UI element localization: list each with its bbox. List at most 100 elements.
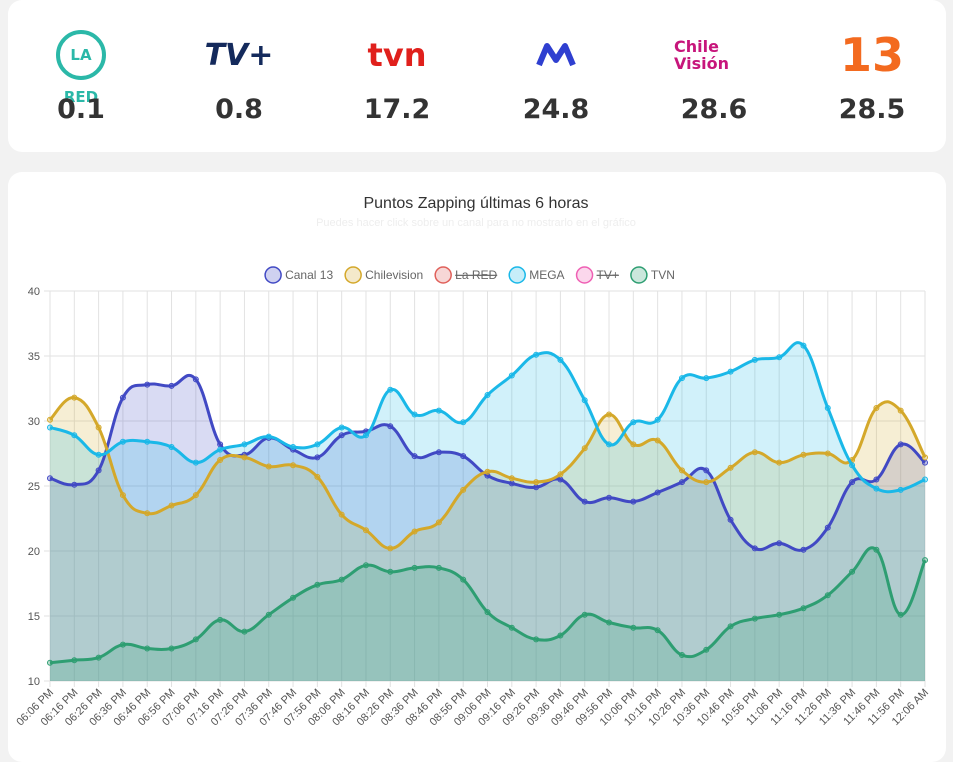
point <box>581 611 588 618</box>
point <box>557 356 564 363</box>
legend-label[interactable]: MEGA <box>529 268 564 282</box>
point <box>290 462 297 469</box>
point <box>265 463 272 470</box>
point <box>581 397 588 404</box>
point <box>241 454 248 461</box>
point <box>387 386 394 393</box>
legend-label[interactable]: TVN <box>651 268 675 282</box>
y-tick-label: 20 <box>28 546 40 558</box>
point <box>533 479 540 486</box>
point <box>922 454 928 461</box>
legend-swatch[interactable] <box>575 266 594 284</box>
point <box>217 446 224 453</box>
series-line <box>49 373 927 552</box>
point <box>338 424 345 431</box>
point <box>824 450 831 457</box>
point <box>849 568 856 575</box>
point <box>362 527 369 534</box>
point <box>630 441 637 448</box>
legend-swatch[interactable] <box>344 266 362 284</box>
point <box>241 628 248 635</box>
area <box>50 375 925 681</box>
point <box>727 368 734 375</box>
point <box>192 376 199 383</box>
point <box>71 481 78 488</box>
point <box>435 564 442 571</box>
mega-logo <box>536 43 576 67</box>
point <box>362 562 369 569</box>
value: 0.1 <box>57 94 105 125</box>
point <box>897 441 904 448</box>
point <box>411 528 418 535</box>
value: 28.6 <box>680 94 748 125</box>
value: 24.8 <box>522 94 590 125</box>
point <box>824 524 831 531</box>
legend-label[interactable]: La RED <box>455 268 497 282</box>
point <box>144 381 151 388</box>
legend-swatch[interactable] <box>434 266 452 284</box>
point <box>703 467 710 474</box>
series-line <box>49 341 926 494</box>
value: 17.2 <box>363 94 431 125</box>
point <box>678 479 685 486</box>
chart-title: Puntos Zapping últimas 6 horas <box>363 195 588 212</box>
legend-swatch[interactable] <box>630 266 648 284</box>
point <box>873 405 880 411</box>
point <box>47 659 53 666</box>
point <box>241 441 248 448</box>
point <box>800 605 807 612</box>
legend-swatch[interactable] <box>508 266 526 284</box>
point <box>776 459 783 466</box>
legend-label[interactable]: TV+ <box>597 268 619 282</box>
point <box>800 451 807 458</box>
y-tick-label: 30 <box>28 416 40 428</box>
point <box>606 411 613 418</box>
point <box>654 489 661 496</box>
chart-subtitle: Puedes hacer click sobre un canal para n… <box>316 217 636 229</box>
point <box>751 615 758 622</box>
point <box>533 484 540 491</box>
point <box>119 492 126 499</box>
legend-swatch[interactable] <box>264 266 282 284</box>
y-tick-label: 15 <box>28 611 40 623</box>
point <box>678 652 685 658</box>
point <box>119 438 126 445</box>
point <box>411 564 418 571</box>
legend-label[interactable]: Chilevision <box>365 268 423 282</box>
point <box>460 486 467 493</box>
point <box>824 592 831 599</box>
point <box>338 432 345 439</box>
point <box>727 516 734 523</box>
point <box>849 462 856 469</box>
point <box>217 441 224 448</box>
point <box>362 432 369 439</box>
point <box>897 486 904 493</box>
point <box>533 351 540 358</box>
point <box>654 437 661 444</box>
point <box>192 492 199 499</box>
point <box>435 449 442 456</box>
point <box>217 616 224 623</box>
point <box>630 624 637 631</box>
point <box>703 375 710 382</box>
legend-label[interactable]: Canal 13 <box>285 268 333 282</box>
point <box>606 494 613 501</box>
area <box>50 397 925 681</box>
point <box>47 416 53 423</box>
point <box>387 568 394 575</box>
point <box>606 441 613 448</box>
point <box>508 624 515 631</box>
point <box>800 546 807 553</box>
logo-text: 13 <box>839 28 904 82</box>
point <box>484 468 491 475</box>
point <box>557 632 564 639</box>
point <box>751 356 758 363</box>
point <box>168 444 175 450</box>
point <box>751 449 758 456</box>
point <box>703 479 710 486</box>
point <box>727 464 734 471</box>
point <box>95 424 102 431</box>
point <box>338 576 345 583</box>
point <box>873 476 880 483</box>
